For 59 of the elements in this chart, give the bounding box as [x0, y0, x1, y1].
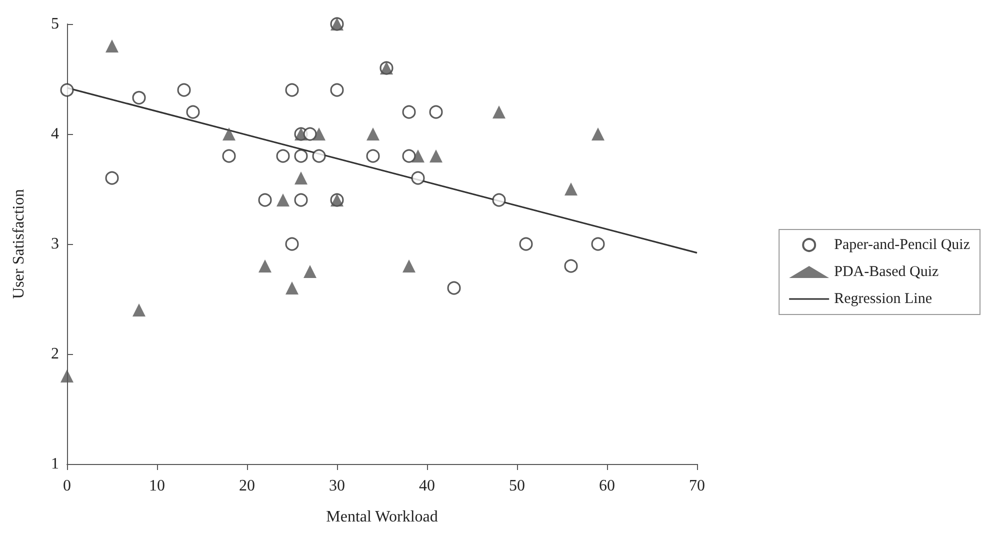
- x-tick-label: 0: [63, 478, 71, 494]
- point: [132, 304, 146, 316]
- point: [447, 281, 461, 295]
- x-tick-label: 70: [689, 478, 705, 494]
- point: [105, 171, 119, 185]
- point: [285, 83, 299, 97]
- x-tick-label: 50: [509, 478, 525, 494]
- point: [294, 149, 308, 163]
- legend-label: Paper-and-Pencil Quiz: [834, 237, 970, 253]
- point: [366, 128, 380, 140]
- point: [430, 150, 442, 162]
- point: [285, 237, 299, 251]
- point: [304, 265, 316, 278]
- legend-label: PDA-Based Quiz: [834, 264, 940, 280]
- point: [258, 260, 272, 272]
- point: [276, 194, 290, 206]
- point: [286, 282, 298, 294]
- point: [312, 149, 326, 163]
- point: [294, 172, 308, 184]
- y-tick-label: 1: [51, 456, 59, 472]
- point: [402, 260, 416, 272]
- x-tick-label: 60: [599, 478, 615, 494]
- point: [402, 105, 416, 119]
- point: [276, 149, 290, 163]
- point: [492, 106, 506, 118]
- point: [60, 83, 74, 97]
- x-axis-title: Mental Workload: [326, 508, 438, 526]
- point: [106, 40, 118, 52]
- point: [366, 149, 380, 163]
- point: [591, 237, 605, 251]
- y-axis-title: User Satisfaction: [10, 189, 28, 299]
- point: [429, 105, 443, 119]
- point: [330, 83, 344, 97]
- point: [258, 193, 272, 207]
- x-tick-label: 40: [419, 478, 435, 494]
- point: [132, 90, 146, 104]
- x-tick-label: 10: [149, 478, 165, 494]
- point: [222, 128, 236, 140]
- y-tick-label: 4: [51, 126, 59, 142]
- point: [564, 259, 578, 273]
- point: [222, 149, 236, 163]
- point: [411, 171, 425, 185]
- point: [592, 128, 604, 140]
- point: [519, 237, 533, 251]
- y-tick-label: 2: [51, 346, 59, 362]
- point: [402, 149, 416, 163]
- point: [177, 83, 191, 97]
- y-tick-label: 3: [51, 236, 59, 252]
- legend-label: Regression Line: [834, 291, 932, 307]
- point: [312, 128, 326, 140]
- point: [294, 193, 308, 207]
- point: [412, 150, 424, 162]
- x-tick-label: 30: [329, 478, 345, 494]
- point: [60, 370, 74, 382]
- x-tick-label: 20: [239, 478, 255, 494]
- point: [186, 105, 200, 119]
- y-tick-label: 5: [51, 16, 59, 32]
- point: [564, 182, 578, 196]
- point: [492, 193, 506, 207]
